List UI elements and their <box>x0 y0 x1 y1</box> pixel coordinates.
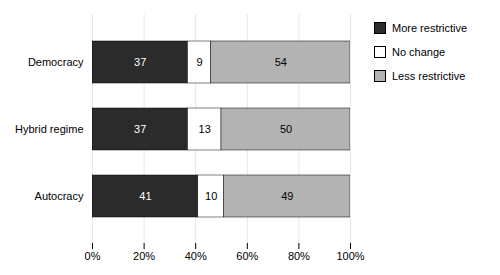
svg-text:13: 13 <box>199 123 211 135</box>
html-text:Less restrictive: Less restrictive <box>392 70 466 82</box>
svg-text:50: 50 <box>280 123 292 135</box>
svg-text:0%: 0% <box>85 250 101 262</box>
svg-text:10: 10 <box>205 190 217 202</box>
svg-text:40%: 40% <box>185 250 207 262</box>
svg-text:37: 37 <box>134 56 146 68</box>
svg-text:20%: 20% <box>133 250 155 262</box>
html-text:More restrictive: More restrictive <box>392 22 468 34</box>
svg-text:41: 41 <box>139 190 151 202</box>
svg-text:37: 37 <box>134 123 146 135</box>
svg-text:54: 54 <box>275 56 287 68</box>
svg-text:9: 9 <box>197 56 203 68</box>
svg-text:Autocracy: Autocracy <box>35 190 84 202</box>
svg-text:100%: 100% <box>336 250 364 262</box>
svg-text:60%: 60% <box>236 250 258 262</box>
svg-text:49: 49 <box>281 190 293 202</box>
svg-text:Democracy: Democracy <box>28 56 84 68</box>
html-text:No change: No change <box>392 46 446 58</box>
svg-text:80%: 80% <box>288 250 310 262</box>
svg-text:Hybrid regime: Hybrid regime <box>15 123 83 135</box>
